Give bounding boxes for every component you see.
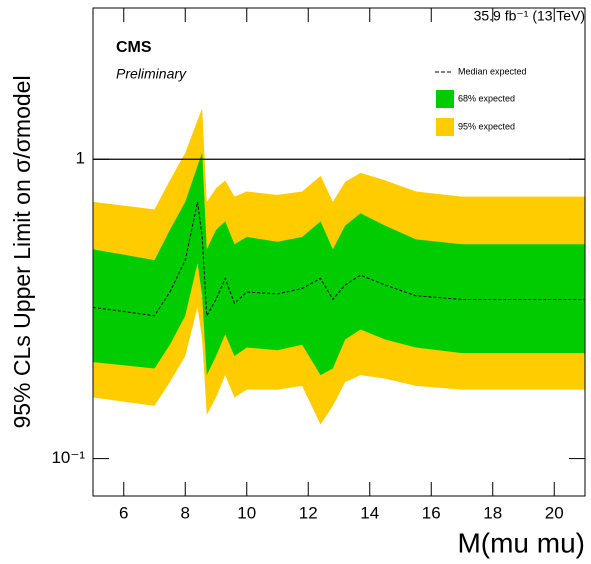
- legend-label: Median expected: [458, 66, 527, 76]
- x-tick-label: 18: [483, 503, 502, 522]
- x-tick-label: 8: [181, 503, 190, 522]
- legend-label: 95% expected: [458, 121, 515, 131]
- plot-frame: [92, 7, 586, 497]
- x-tick-label: 12: [299, 503, 318, 522]
- x-tick-label: 14: [360, 503, 379, 522]
- x-tick-label: 6: [119, 503, 128, 522]
- experiment-label: CMS: [116, 39, 152, 56]
- median-line: [92, 201, 585, 318]
- x-axis-label: M(mu mu): [457, 527, 585, 558]
- x-tick-label: 20: [545, 503, 564, 522]
- x-tick-label: 10: [237, 503, 256, 522]
- band: [93, 152, 585, 376]
- status-label: Preliminary: [116, 66, 187, 82]
- y-tick-label: 1: [76, 149, 85, 168]
- legend-swatch: [436, 118, 454, 136]
- legend-swatch: [436, 90, 454, 108]
- x-tick-label: 16: [422, 503, 441, 522]
- lumi-label: 35.9 fb⁻¹ (13 TeV): [474, 8, 585, 24]
- y-axis-label: 95% CLs Upper Limit on σ/σmodel: [9, 75, 35, 428]
- legend-label: 68% expected: [458, 93, 515, 103]
- y-tick-label: 10⁻¹: [51, 448, 85, 467]
